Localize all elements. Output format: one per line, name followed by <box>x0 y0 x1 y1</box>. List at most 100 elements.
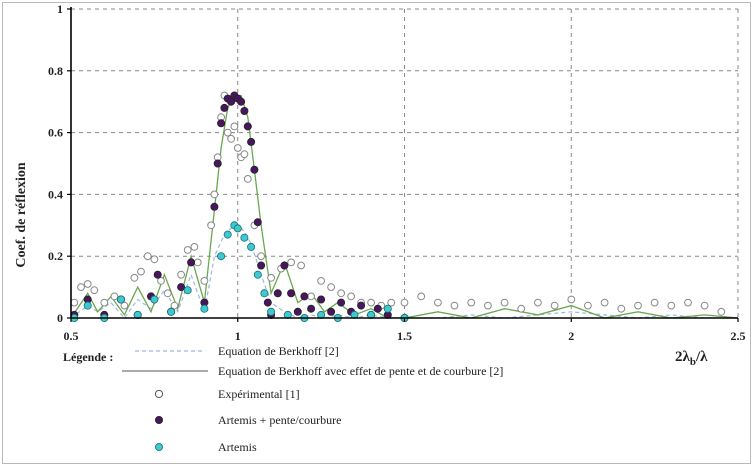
series-3-point <box>220 103 229 112</box>
series-4-point <box>183 286 192 295</box>
series-2-point <box>150 255 159 264</box>
x-tick-label: 0.5 <box>64 329 79 343</box>
x-axis-label: 2λb/λ <box>675 349 708 368</box>
legend: Légende : Equation de Berkhoff [2] Equati… <box>63 344 503 454</box>
series-2-point <box>143 252 152 261</box>
series-2-point <box>327 283 336 292</box>
series-2-point <box>77 283 85 292</box>
series-3-point <box>177 283 186 292</box>
series-2-point <box>120 301 129 310</box>
series-2-point <box>684 298 692 307</box>
series-3-point <box>373 304 382 313</box>
series-2-point <box>347 292 356 301</box>
series-2-point <box>287 258 296 267</box>
series-4-point <box>253 270 262 279</box>
series-3-point <box>263 298 272 307</box>
series-2-point <box>650 298 659 307</box>
series-2-point <box>434 298 442 307</box>
series-3-point <box>153 270 162 279</box>
series-3-point <box>217 119 226 128</box>
series-3-point <box>247 137 256 146</box>
y-tick-label: 0 <box>57 311 63 325</box>
series-3-point <box>307 304 316 313</box>
y-tick-label: 0.2 <box>48 249 63 263</box>
legend-swatch-marker <box>154 442 163 451</box>
series-3-point <box>237 97 246 106</box>
chart-frame <box>2 2 751 464</box>
series-2-point <box>257 252 266 261</box>
series-2-point <box>137 267 145 276</box>
series-3-point <box>317 295 326 304</box>
y-tick-label: 1 <box>57 2 63 16</box>
series-2-point <box>667 301 676 310</box>
series-2-point <box>177 270 186 279</box>
series-3-point <box>210 202 219 211</box>
series-3-point <box>280 261 289 270</box>
y-tick-labels: 0 0.2 0.4 0.6 0.8 1 <box>48 2 71 325</box>
series-2-point <box>233 144 242 152</box>
series-2-point <box>450 301 459 310</box>
series-3-point <box>243 122 252 131</box>
series-3-point <box>273 289 282 298</box>
series-2-point <box>193 258 202 267</box>
series-4-point <box>150 295 159 304</box>
series-4-point <box>260 289 269 298</box>
series-2-point <box>500 298 509 307</box>
series-2-point <box>210 190 219 199</box>
series-2-point <box>170 301 179 310</box>
grid-lines <box>71 8 739 318</box>
legend-entry-label: Expérimental [1] <box>218 387 300 401</box>
series-2-point <box>584 301 592 310</box>
series-2-point <box>110 292 119 301</box>
legend-entry-label: Artemis + pente/courbure <box>218 413 341 427</box>
series-3-point <box>253 218 262 227</box>
series-2-point <box>100 298 109 307</box>
y-tick-label: 0.8 <box>48 64 63 78</box>
series-4-point <box>117 295 126 304</box>
series-3-point <box>227 97 236 106</box>
series-3-point <box>240 107 249 116</box>
series-2-point <box>243 175 252 183</box>
series-4-point <box>223 230 232 239</box>
x-tick-label: 2.5 <box>731 329 746 343</box>
series-2-point <box>634 301 642 310</box>
series-2-point <box>190 243 199 251</box>
series-3-point <box>250 165 259 174</box>
legend-swatch-marker <box>154 389 164 399</box>
series-3-point <box>300 292 309 301</box>
series-markers <box>70 91 726 322</box>
series-2-point <box>467 298 476 307</box>
series-2-point <box>230 122 239 131</box>
series-2-point <box>317 277 326 285</box>
y-axis-label: Coef. de réflexion <box>14 162 29 268</box>
series-2-point <box>484 301 492 310</box>
series-2-point <box>307 292 316 301</box>
series-2-point <box>183 246 192 254</box>
series-2-point <box>617 304 626 313</box>
legend-title: Légende : <box>63 350 113 364</box>
series-4-point <box>383 304 392 313</box>
y-tick-label: 0.6 <box>48 126 63 140</box>
series-2-point <box>600 298 609 307</box>
series-4-point <box>200 304 209 313</box>
series-2-point <box>700 301 709 310</box>
series-2-point <box>227 134 236 143</box>
series-2-point <box>90 286 99 295</box>
series-2-point <box>400 298 409 307</box>
series-3-point <box>287 289 296 298</box>
series-3-point <box>187 258 196 267</box>
series-2-point <box>83 280 92 288</box>
series-2-point <box>417 292 426 301</box>
series-2-point <box>337 289 346 298</box>
series-2-point <box>223 128 232 137</box>
series-3-point <box>257 261 266 270</box>
series-3-point <box>293 307 302 316</box>
series-4-point <box>167 307 176 316</box>
series-2-point <box>70 298 79 307</box>
legend-swatch-marker <box>154 415 163 424</box>
series-2-point <box>387 298 396 307</box>
series-2-point <box>267 273 276 282</box>
series-4-point <box>217 252 226 261</box>
series-3-point <box>327 307 336 316</box>
